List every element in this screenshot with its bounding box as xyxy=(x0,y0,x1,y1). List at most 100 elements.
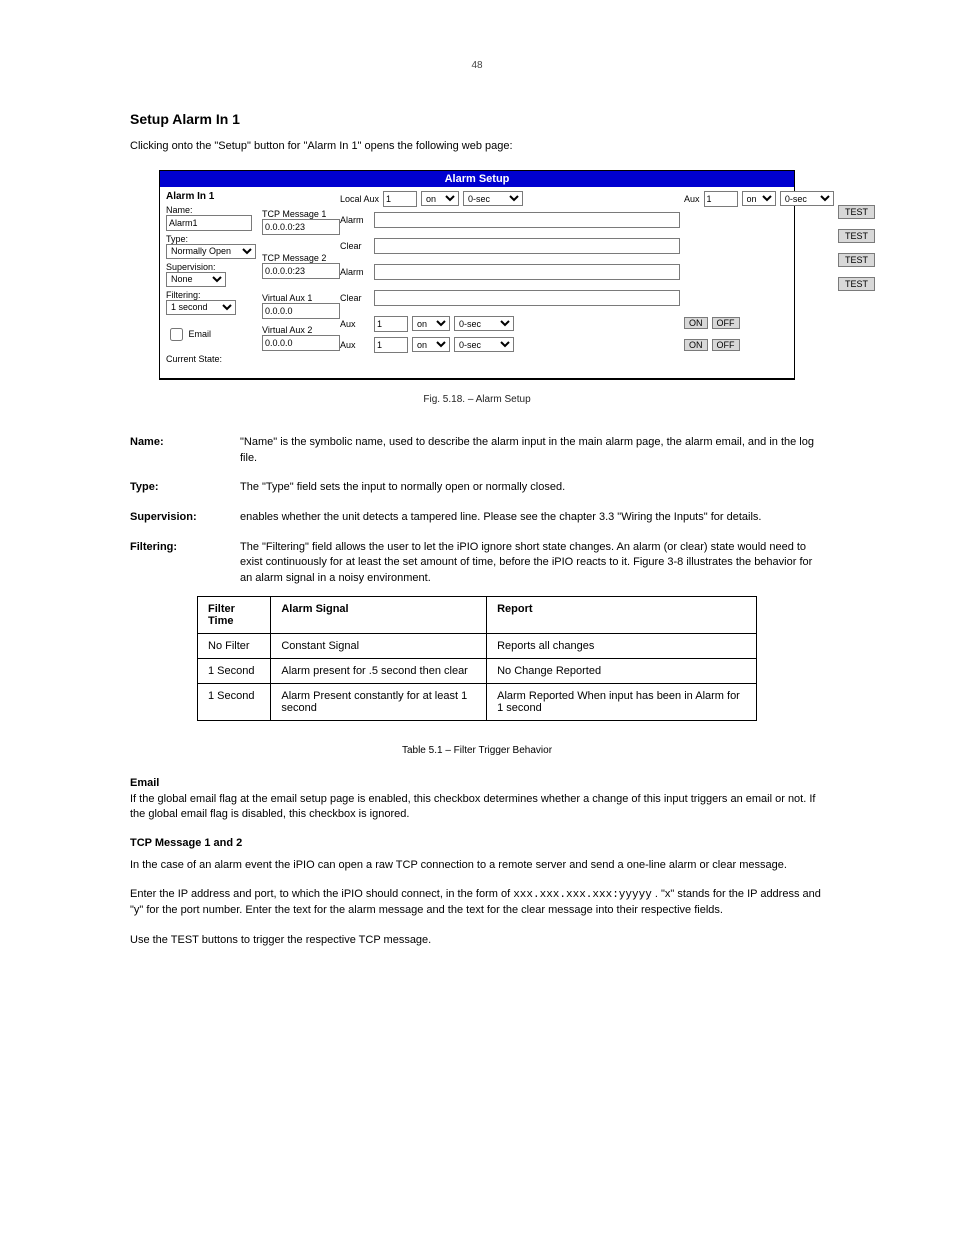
cell: Constant Signal xyxy=(271,634,487,659)
email-body: If the global email flag at the email se… xyxy=(130,793,815,820)
def-filtering: Filtering: The "Filtering" field allows … xyxy=(130,540,824,587)
clear-row-1: Clear xyxy=(340,238,680,254)
tcp-note: Use the TEST buttons to trigger the resp… xyxy=(130,933,824,948)
tcp1-input[interactable] xyxy=(262,219,340,235)
filtering-label: Filtering: xyxy=(166,290,256,300)
table-row: No Filter Constant Signal Reports all ch… xyxy=(198,634,757,659)
type-label: Type: xyxy=(166,234,256,244)
left-column: Alarm In 1 Name: Type: Normally Open Sup… xyxy=(160,187,262,372)
test-button-column: TEST TEST TEST TEST xyxy=(838,187,879,372)
alarm-row-2: Alarm xyxy=(340,264,680,280)
aux-on-1[interactable]: on xyxy=(412,316,450,331)
alarm-text-2[interactable] xyxy=(374,264,680,280)
def-type-body: The "Type" field sets the input to norma… xyxy=(240,480,824,495)
right-aux-label: Aux xyxy=(684,194,700,204)
tcp-heading: TCP Message 1 and 2 xyxy=(130,836,824,851)
tcp2-label: TCP Message 2 xyxy=(262,253,340,263)
local-aux-on[interactable]: on xyxy=(421,191,459,206)
filtering-select[interactable]: 1 second xyxy=(166,300,236,315)
table-header-row: Filter Time Alarm Signal Report xyxy=(198,597,757,634)
def-supervision-body: enables whether the unit detects a tampe… xyxy=(240,510,824,525)
onoff-row-2: ON OFF xyxy=(684,339,834,361)
th-alarm-signal: Alarm Signal xyxy=(271,597,487,634)
vaux1-input[interactable] xyxy=(262,303,340,319)
current-state-label: Current State: xyxy=(166,354,256,364)
def-supervision: Supervision: enables whether the unit de… xyxy=(130,510,824,526)
def-filtering-term: Filtering: xyxy=(130,541,177,553)
onoff-row-1: ON OFF xyxy=(684,317,834,339)
panel-header: Alarm Setup xyxy=(160,171,794,187)
cell: No Filter xyxy=(198,634,271,659)
email-checkbox[interactable] xyxy=(170,328,183,341)
local-aux-idx[interactable] xyxy=(383,191,417,207)
cell: No Change Reported xyxy=(487,659,757,684)
aux-idx-1[interactable] xyxy=(374,316,408,332)
def-name: Name: "Name" is the symbolic name, used … xyxy=(130,435,824,466)
cell: Alarm Present constantly for at least 1 … xyxy=(271,684,487,721)
test-button-1[interactable]: TEST xyxy=(838,205,875,219)
figure-caption: Fig. 5.18. – Alarm Setup xyxy=(0,394,954,405)
alarm-label-1: Alarm xyxy=(340,215,370,225)
def-name-term: Name: xyxy=(130,436,164,448)
cell: Alarm present for .5 second then clear xyxy=(271,659,487,684)
tcp-column: TCP Message 1 TCP Message 2 Virtual Aux … xyxy=(262,187,340,372)
type-select[interactable]: Normally Open xyxy=(166,244,256,259)
name-input[interactable] xyxy=(166,215,252,231)
off-button-1[interactable]: OFF xyxy=(712,317,740,329)
supervision-select[interactable]: None xyxy=(166,272,226,287)
alarm-row-1: Alarm xyxy=(340,212,680,228)
aux-dur-2[interactable]: 0-sec xyxy=(454,337,514,352)
clear-text-1[interactable] xyxy=(374,238,680,254)
right-aux-idx[interactable] xyxy=(704,191,738,207)
right-aux-on[interactable]: on xyxy=(742,191,776,206)
def-type-term: Type: xyxy=(130,481,159,493)
clear-text-2[interactable] xyxy=(374,290,680,306)
cell: Alarm Reported When input has been in Al… xyxy=(487,684,757,721)
email-row: Email xyxy=(166,325,256,344)
vaux2-input[interactable] xyxy=(262,335,340,351)
tcp1-label: TCP Message 1 xyxy=(262,209,340,219)
aux-label-1: Aux xyxy=(340,319,370,329)
vaux-aux-row-1: Aux on 0-sec xyxy=(340,316,680,332)
panel-divider xyxy=(160,378,794,379)
aux-label-2: Aux xyxy=(340,340,370,350)
tcp-example: Enter the IP address and port, to which … xyxy=(130,887,824,919)
email-term: Email xyxy=(130,777,159,789)
def-name-body: "Name" is the symbolic name, used to des… xyxy=(240,435,824,466)
table-row: 1 Second Alarm present for .5 second the… xyxy=(198,659,757,684)
tcp-example-pre: Enter the IP address and port, to which … xyxy=(130,888,513,900)
on-button-1[interactable]: ON xyxy=(684,317,708,329)
intro-text: Clicking onto the "Setup" button for "Al… xyxy=(130,139,824,154)
vaux2-label: Virtual Aux 2 xyxy=(262,325,340,335)
right-aux-dur[interactable]: 0-sec xyxy=(780,191,834,206)
tcp-body: In the case of an alarm event the iPIO c… xyxy=(130,858,824,873)
center-column: Local Aux on 0-sec Alarm Clear Alarm xyxy=(340,187,684,372)
tcp-example-mono: xxx.xxx.xxx.xxx:yyyyy xyxy=(513,889,652,901)
table-caption: Table 5.1 – Filter Trigger Behavior xyxy=(0,745,954,756)
test-button-3[interactable]: TEST xyxy=(838,253,875,267)
alarm-text-1[interactable] xyxy=(374,212,680,228)
right-aux-row: Aux on 0-sec xyxy=(684,191,834,207)
on-button-2[interactable]: ON xyxy=(684,339,708,351)
tcp2-input[interactable] xyxy=(262,263,340,279)
section-title: Setup Alarm In 1 xyxy=(130,111,824,127)
th-filter-time: Filter Time xyxy=(198,597,271,634)
alarm-in-title: Alarm In 1 xyxy=(166,191,256,202)
aux-idx-2[interactable] xyxy=(374,337,408,353)
test-button-2[interactable]: TEST xyxy=(838,229,875,243)
clear-label-1: Clear xyxy=(340,241,370,251)
aux-on-2[interactable]: on xyxy=(412,337,450,352)
alarm-setup-panel: Alarm Setup Alarm In 1 Name: Type: Norma… xyxy=(159,170,795,380)
th-report: Report xyxy=(487,597,757,634)
test-button-4[interactable]: TEST xyxy=(838,277,875,291)
aux-dur-1[interactable]: 0-sec xyxy=(454,316,514,331)
cell: 1 Second xyxy=(198,659,271,684)
off-button-2[interactable]: OFF xyxy=(712,339,740,351)
def-supervision-term: Supervision: xyxy=(130,511,197,523)
def-type: Type: The "Type" field sets the input to… xyxy=(130,480,824,496)
local-aux-dur[interactable]: 0-sec xyxy=(463,191,523,206)
email-label: Email xyxy=(189,329,212,339)
local-aux-label: Local Aux xyxy=(340,194,379,204)
def-filtering-body: The "Filtering" field allows the user to… xyxy=(240,540,824,586)
page-number: 48 xyxy=(0,60,954,71)
